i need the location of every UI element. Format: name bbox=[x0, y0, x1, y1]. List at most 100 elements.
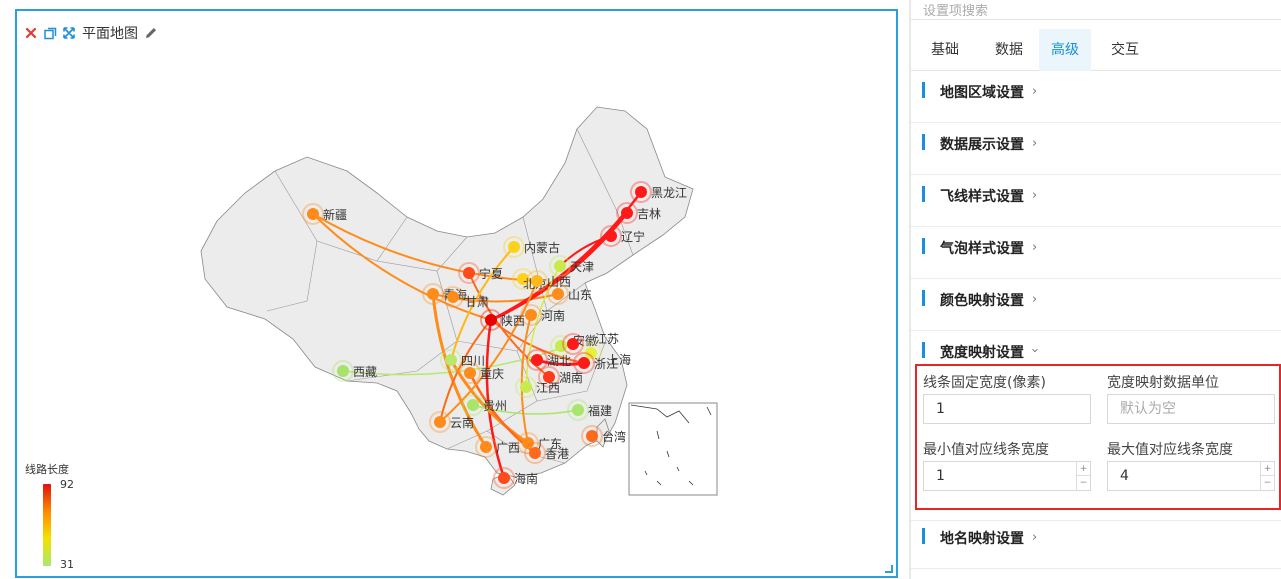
width-unit-label: 宽度映射数据单位 bbox=[1107, 375, 1219, 391]
fixed-width-input[interactable]: 1 bbox=[923, 394, 1091, 424]
province-bubble[interactable] bbox=[517, 273, 529, 285]
max-width-label: 最大值对应线条宽度 bbox=[1107, 442, 1233, 458]
section-title: 气泡样式设置 bbox=[940, 241, 1024, 257]
province-bubble[interactable] bbox=[434, 416, 446, 428]
section-bubble-style[interactable]: 气泡样式设置 › bbox=[911, 227, 1281, 279]
tab-basic[interactable]: 基础 bbox=[931, 42, 959, 58]
chevron-right-icon: › bbox=[1032, 188, 1038, 203]
settings-panel: 基础 数据 高级 交互 地图区域设置 › 数据展示设置 › 飞线样式设置 › 气… bbox=[911, 0, 1281, 579]
province-label: 重庆 bbox=[480, 367, 504, 381]
province-bubble[interactable] bbox=[586, 430, 598, 442]
province-bubble[interactable] bbox=[498, 472, 510, 484]
section-place-name-mapping[interactable]: 地名映射设置 › bbox=[911, 517, 1281, 569]
province-label: 上海 bbox=[607, 352, 631, 367]
province-bubbles: 新疆西藏青海甘肃宁夏内蒙古黑龙江吉林辽宁北京天津山西山东陕西河南四川重庆湖北安徽… bbox=[302, 181, 687, 489]
tab-advanced[interactable]: 高级 bbox=[1039, 29, 1091, 71]
tab-data[interactable]: 数据 bbox=[995, 42, 1023, 58]
fixed-width-label: 线条固定宽度(像素) bbox=[923, 375, 1046, 391]
panel-divider[interactable] bbox=[909, 0, 911, 579]
province-bubble[interactable] bbox=[480, 441, 492, 453]
province-bubble[interactable] bbox=[531, 275, 543, 287]
province-bubble[interactable] bbox=[445, 354, 457, 366]
section-color-mapping[interactable]: 颜色映射设置 › bbox=[911, 279, 1281, 331]
province-bubble[interactable] bbox=[427, 288, 439, 300]
resize-handle[interactable] bbox=[885, 565, 893, 573]
bubble-halo bbox=[480, 309, 502, 331]
province-label: 贵州 bbox=[483, 399, 507, 413]
min-width-stepper[interactable]: 1 + − bbox=[923, 461, 1091, 491]
province-bubble[interactable] bbox=[572, 404, 584, 416]
bubble-halo bbox=[429, 411, 451, 433]
province-bubble[interactable] bbox=[463, 267, 475, 279]
settings-search-input[interactable] bbox=[911, 1, 1281, 20]
max-width-stepper[interactable]: 4 + − bbox=[1107, 461, 1275, 491]
province-bubble[interactable] bbox=[337, 365, 349, 377]
province-bubble[interactable] bbox=[485, 314, 497, 326]
province-bubble[interactable] bbox=[525, 309, 537, 321]
decrement-icon[interactable]: − bbox=[1079, 478, 1088, 488]
province-bubble[interactable] bbox=[605, 230, 617, 242]
province-label: 湖北 bbox=[547, 353, 571, 368]
province-label: 黑龙江 bbox=[651, 186, 687, 200]
section-data-display[interactable]: 数据展示设置 › bbox=[911, 123, 1281, 175]
increment-icon[interactable]: + bbox=[1261, 462, 1274, 476]
province-bubble[interactable] bbox=[447, 291, 459, 303]
legend-title: 线路长度 bbox=[25, 463, 69, 476]
decrement-icon[interactable]: − bbox=[1263, 478, 1272, 488]
section-marker bbox=[922, 82, 925, 98]
min-width-stepper-controls: + − bbox=[1076, 462, 1090, 490]
flight-line bbox=[485, 318, 506, 480]
section-marker bbox=[922, 238, 925, 254]
province-label: 江苏 bbox=[595, 332, 619, 346]
chevron-right-icon: › bbox=[1032, 240, 1038, 255]
bubble-halo bbox=[422, 283, 444, 305]
province-bubble[interactable] bbox=[467, 399, 479, 411]
bubble-halo bbox=[547, 283, 569, 305]
bubble-halo bbox=[493, 467, 515, 489]
width-unit-input[interactable]: 默认为空 bbox=[1107, 394, 1275, 424]
edit-pencil-icon[interactable] bbox=[143, 25, 159, 41]
province-bubble[interactable] bbox=[567, 338, 579, 350]
province-label: 内蒙古 bbox=[524, 240, 560, 255]
province-bubble[interactable] bbox=[554, 260, 566, 272]
province-bubble[interactable] bbox=[520, 381, 532, 393]
bubble-halo bbox=[562, 333, 584, 355]
province-bubble[interactable] bbox=[522, 437, 534, 449]
province-label: 福建 bbox=[588, 403, 612, 418]
province-bubble[interactable] bbox=[585, 347, 597, 359]
map-widget[interactable]: 平面地图 bbox=[15, 9, 898, 578]
tab-interaction[interactable]: 交互 bbox=[1111, 42, 1139, 58]
section-map-region[interactable]: 地图区域设置 › bbox=[911, 71, 1281, 123]
copy-icon[interactable] bbox=[42, 25, 58, 41]
province-label: 广西 bbox=[496, 441, 520, 455]
section-marker bbox=[922, 186, 925, 202]
chevron-down-icon: › bbox=[1027, 347, 1043, 354]
bubble-halo bbox=[302, 203, 324, 225]
province-bubble[interactable] bbox=[578, 357, 590, 369]
section-title: 地名映射设置 bbox=[940, 531, 1024, 547]
section-marker bbox=[922, 528, 925, 544]
fullscreen-icon[interactable] bbox=[61, 25, 77, 41]
increment-icon[interactable]: + bbox=[1077, 462, 1090, 476]
province-label: 宁夏 bbox=[479, 266, 503, 281]
province-bubble[interactable] bbox=[543, 371, 555, 383]
province-bubble[interactable] bbox=[508, 241, 520, 253]
bubble-halo bbox=[600, 225, 622, 247]
province-bubble[interactable] bbox=[635, 186, 647, 198]
bubble-halo bbox=[475, 436, 497, 458]
province-bubble[interactable] bbox=[307, 208, 319, 220]
province-bubble[interactable] bbox=[464, 367, 476, 379]
bubble-halo bbox=[462, 394, 484, 416]
widget-toolbar: 平面地图 bbox=[23, 23, 162, 43]
province-bubble[interactable] bbox=[552, 288, 564, 300]
province-bubble[interactable] bbox=[529, 447, 541, 459]
widget-title: 平面地图 bbox=[82, 26, 138, 42]
section-width-mapping[interactable]: 宽度映射设置 › bbox=[911, 331, 1281, 521]
province-bubble[interactable] bbox=[621, 207, 633, 219]
province-label: 天津 bbox=[570, 260, 594, 274]
province-bubble[interactable] bbox=[531, 354, 543, 366]
province-bubble[interactable] bbox=[555, 340, 567, 352]
bubble-halo bbox=[549, 255, 571, 277]
section-flight-line-style[interactable]: 飞线样式设置 › bbox=[911, 175, 1281, 227]
close-icon[interactable] bbox=[23, 25, 39, 41]
